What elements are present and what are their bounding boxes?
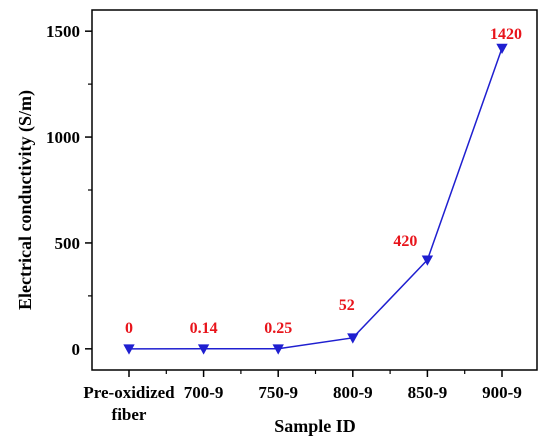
plot-frame (91, 9, 538, 371)
data-point (272, 344, 284, 355)
x-axis-title: Sample ID (274, 416, 356, 436)
x-tick-label: 850-9 (408, 383, 448, 402)
data-label: 0.25 (264, 320, 292, 337)
x-tick-label: 800-9 (333, 383, 373, 402)
data-label: 0.14 (190, 320, 218, 337)
data-labels: 0 0.14 0.25 52 420 1420 (125, 26, 522, 337)
y-tick-label: 500 (55, 234, 81, 253)
data-label: 420 (393, 233, 417, 250)
y-tick-label: 1000 (46, 128, 80, 147)
y-axis-title: Electrical conductivity (S/m) (15, 90, 36, 310)
series-path (128, 47, 503, 350)
data-point (496, 43, 508, 54)
x-tick-label: 700-9 (184, 383, 224, 402)
x-tick-label: 750-9 (258, 383, 298, 402)
data-point (197, 344, 210, 355)
data-label: 0 (125, 320, 133, 337)
x-tick-label: 900-9 (482, 383, 522, 402)
series-line (123, 43, 508, 355)
y-tick-label: 0 (72, 340, 81, 359)
y-tick-label: 1500 (46, 22, 80, 41)
data-point (421, 255, 434, 266)
data-label: 1420 (490, 26, 522, 43)
data-point (347, 333, 359, 344)
data-label: 52 (339, 297, 355, 314)
x-tick-label: Pre-oxidized fiber (83, 383, 175, 424)
data-point (123, 344, 135, 355)
axes: 0 500 1000 1500 Pre-oxidized fiber 700-9 750-9 8… (46, 9, 538, 424)
